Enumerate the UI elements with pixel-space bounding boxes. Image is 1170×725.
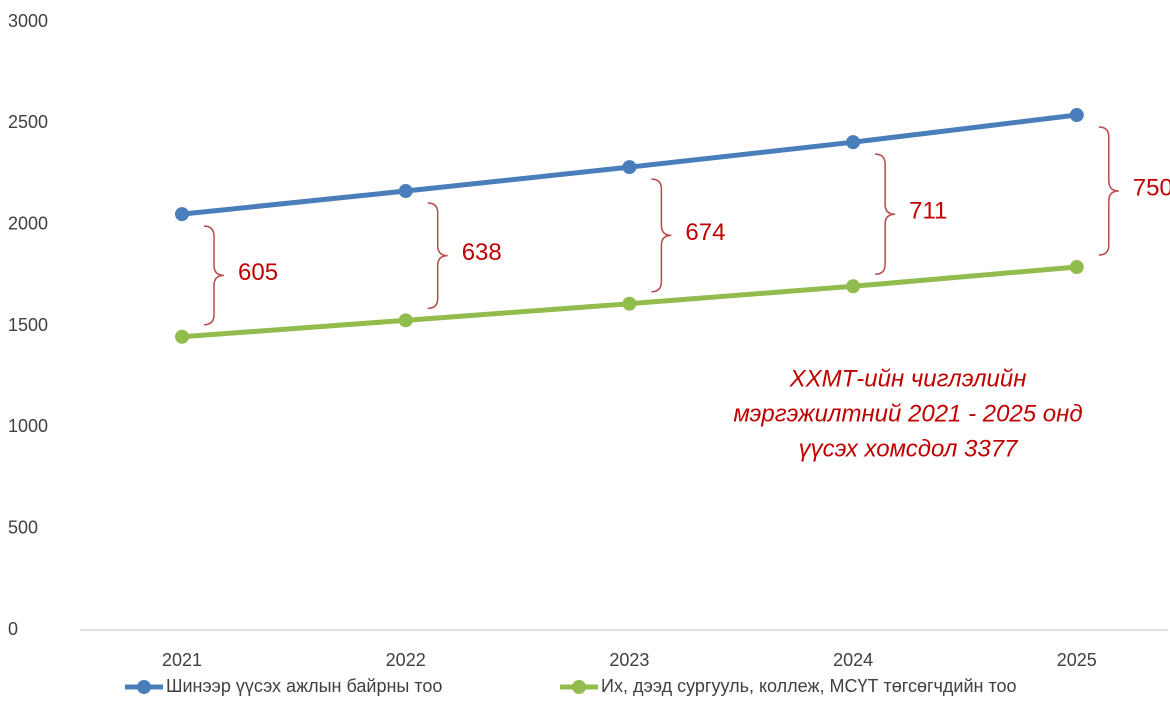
data-point [175, 329, 189, 344]
data-point [846, 279, 861, 294]
data-point [622, 160, 637, 175]
data-point [175, 207, 189, 222]
y-tick-label: 3000 [8, 11, 48, 31]
x-tick-label: 2024 [833, 650, 873, 670]
legend-label: Их, дээд сургууль, коллеж, МСҮТ төгсөгчд… [601, 676, 1017, 696]
data-point [1069, 260, 1084, 275]
gap-brace [203, 225, 225, 326]
legend-label: Шинээр үүсэх ажлын байрны тоо [166, 676, 442, 696]
annotation: үүсэх хомсдол 3377 [799, 435, 1020, 462]
y-tick-label: 1500 [8, 315, 48, 335]
gap-label: 638 [462, 239, 502, 266]
y-tick-label: 0 [8, 619, 18, 639]
y-tick-label: 500 [8, 517, 38, 537]
data-point [622, 296, 637, 311]
annotation: мэргэжилтний 2021 - 2025 онд [733, 400, 1082, 427]
y-tick-label: 2000 [8, 213, 48, 233]
y-tick-label: 1000 [8, 416, 48, 436]
data-point [1069, 108, 1084, 123]
gap-brace [651, 178, 672, 293]
legend-marker [572, 680, 586, 694]
x-tick-label: 2022 [386, 650, 426, 670]
gap-brace [427, 202, 448, 310]
data-point [398, 184, 413, 199]
gap-brace [875, 153, 896, 276]
legend-marker [137, 680, 151, 694]
x-tick-label: 2023 [609, 650, 649, 670]
gap-label: 605 [238, 259, 278, 286]
gap-label: 711 [909, 198, 947, 225]
annotation: ХХМТ-ийн чиглэлийн [789, 365, 1027, 392]
data-point [846, 135, 861, 150]
gap-label: 674 [685, 219, 725, 246]
x-tick-label: 2025 [1057, 650, 1097, 670]
y-tick-label: 2500 [8, 112, 48, 132]
gap-brace [1098, 126, 1119, 256]
data-point [398, 313, 413, 328]
gap-label: 750 [1133, 174, 1170, 201]
x-tick-label: 2021 [162, 650, 202, 670]
